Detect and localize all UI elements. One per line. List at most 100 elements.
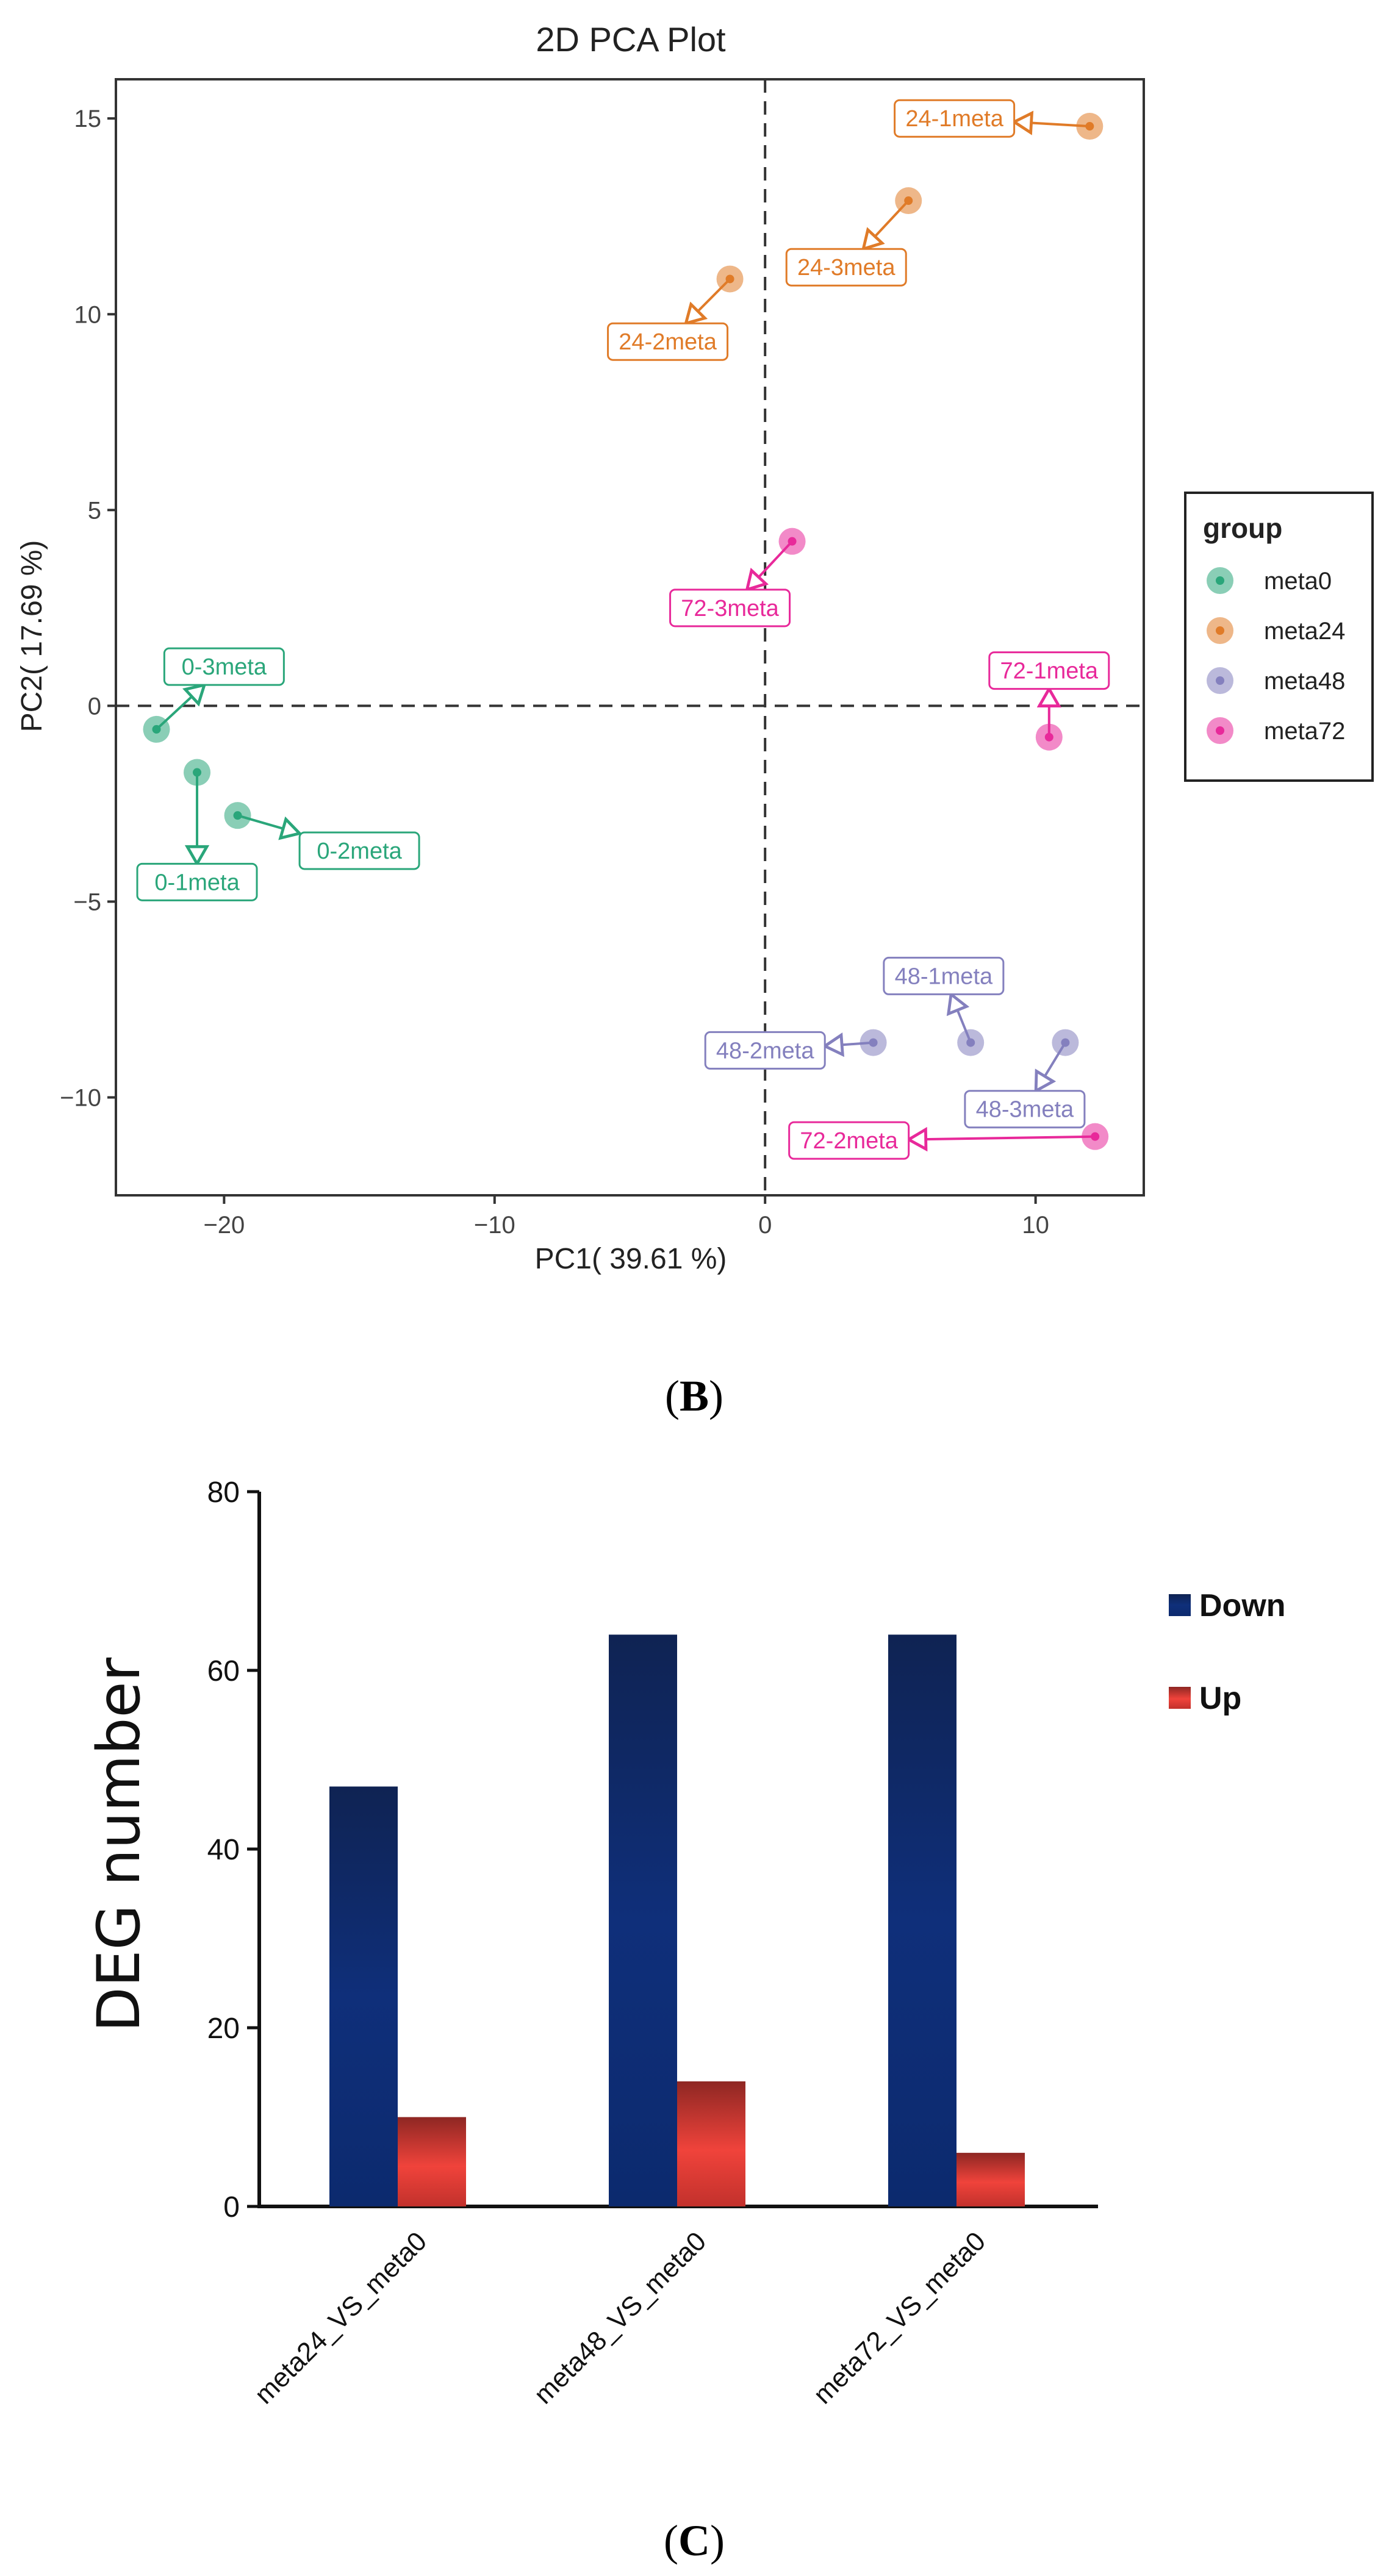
pca-legend-label: meta0 [1264,568,1332,595]
pca-legend-label: meta24 [1264,618,1345,645]
pca-x-tick-label: 0 [758,1212,772,1239]
pca-legend-swatch-core [1216,576,1224,585]
pca-point-label: 48-2meta [704,1031,826,1070]
pca-legend-swatch-core [1216,626,1224,635]
pca-connector [909,1137,1096,1140]
deg-legend-label: Down [1199,1588,1286,1623]
pca-chart: 2D PCA Plot −20 −10 0 10 −10 −5 0 5 10 15 0-1meta… [16,20,1374,1420]
pca-point-core [1091,1132,1100,1141]
pca-point-label: 0-2meta [298,831,420,870]
deg-y-tick-label: 40 [207,1834,240,1866]
pca-x-tick-label: −10 [474,1212,515,1239]
deg-legend: Down Up [1169,1588,1286,1716]
panel-label-b: (B) [665,1372,723,1420]
deg-legend-swatch-down [1169,1594,1191,1616]
pca-y-tick-label: −10 [60,1084,101,1111]
deg-bar-down [609,1634,677,2206]
pca-x-axis-label: PC1( 39.61 %) [535,1243,727,1275]
pca-y-axis-label: PC2( 17.69 %) [16,540,48,732]
pca-point-label-text: 24-3meta [797,255,895,281]
pca-point-label-box [988,651,1110,690]
pca-point-label: 0-1meta [136,862,258,901]
pca-y-tick-label: 10 [74,301,102,328]
pca-y-tick-label: 5 [88,497,101,524]
pca-point-label-text: 48-2meta [716,1038,814,1064]
pca-point-label: 24-2meta [607,322,729,361]
pca-point-label-box [785,248,907,287]
deg-category-label: meta72_VS_meta0 [808,2226,991,2410]
pca-point-label-text: 0-2meta [317,839,402,864]
pca-point-label-text: 0-1meta [154,870,240,895]
deg-category-label: meta24_VS_meta0 [249,2226,432,2410]
pca-legend-items: meta0 meta24 meta48 meta72 [1207,567,1345,745]
deg-y-tick-label: 60 [207,1655,240,1687]
pca-point-label: 48-3meta [964,1090,1086,1129]
deg-bars [329,1634,1025,2206]
pca-point-label-box [136,862,258,901]
deg-y-tick-label: 80 [207,1476,240,1509]
deg-y-tick-label: 20 [207,2012,240,2045]
pca-point-label: 24-1meta [894,99,1016,138]
pca-plot-area [115,78,1145,1197]
deg-y-tick-label: 0 [223,2191,240,2224]
pca-point-core [233,811,242,820]
pca-reference-lines [116,79,1144,1195]
pca-point-core [788,537,797,546]
deg-bar-chart: 0 20 40 60 80 meta24_VS_meta0 meta48_VS_meta0… [85,1476,1286,2565]
deg-category-label: meta48_VS_meta0 [528,2226,712,2410]
pca-point-core [1044,732,1053,742]
pca-point-label-box [883,956,1005,995]
pca-point-label-text: 72-3meta [681,596,779,621]
pca-legend: group meta0 meta24 meta48 meta72 [1184,492,1374,782]
pca-point-label: 72-3meta [669,589,791,628]
pca-point-core [1061,1038,1070,1047]
pca-point-label-box [964,1090,1086,1129]
pca-legend-label: meta48 [1264,668,1345,695]
pca-x-tick-label: 10 [1022,1212,1049,1239]
pca-points [143,113,1109,1150]
pca-point-label: 0-3meta [163,647,285,686]
deg-bar-down [329,1786,398,2206]
pca-point-core [193,768,202,777]
pca-y-tick-label: 15 [74,106,102,132]
deg-bar-up [957,2153,1025,2206]
deg-category-labels: meta24_VS_meta0 meta48_VS_meta0 meta72_VS_… [249,2226,991,2410]
pca-point-label-text: 72-2meta [800,1128,898,1154]
deg-legend-label: Up [1199,1681,1241,1716]
deg-legend-swatch-up [1169,1687,1191,1709]
pca-point-label-text: 48-3meta [976,1097,1074,1123]
pca-point-label: 48-1meta [883,956,1005,995]
pca-point-label-text: 0-3meta [182,654,267,680]
pca-point-label-box [894,99,1016,138]
pca-point-core [966,1038,975,1047]
pca-point-label-text: 24-1meta [905,106,1003,132]
panel-label-c: (C) [664,2516,725,2565]
pca-point-label-text: 48-1meta [895,964,993,989]
pca-chart-title: 2D PCA Plot [536,20,726,59]
pca-y-tick-label: −5 [73,889,101,915]
pca-point-label-text: 72-1meta [1000,659,1099,684]
pca-legend-label: meta72 [1264,718,1345,745]
pca-point-label-box [607,322,729,361]
pca-legend-swatch-core [1216,726,1224,735]
deg-bar-up [677,2081,745,2206]
pca-legend-swatch-core [1216,676,1224,685]
pca-point-label: 72-1meta [988,651,1110,690]
pca-point-core [904,196,913,206]
pca-x-tick-label: −20 [203,1212,245,1239]
pca-point-core [869,1038,878,1047]
pca-legend-title: group [1203,512,1282,544]
pca-point-core [725,274,734,284]
pca-point-label: 72-2meta [788,1121,910,1160]
pca-point-label-box [669,589,791,628]
pca-point-label: 24-3meta [785,248,907,287]
pca-point-label-box [298,831,420,870]
pca-point-core [152,724,161,734]
pca-axes: −20 −10 0 10 −10 −5 0 5 10 15 [60,106,1049,1239]
pca-point-label-box [163,647,285,686]
pca-y-tick-label: 0 [88,693,101,720]
pca-point-labels: 0-1meta 0-2meta 0-3meta 24-1meta 24-2meta 24-… [136,99,1110,1160]
deg-bar-down [888,1634,957,2206]
pca-point-label-box [704,1031,826,1070]
